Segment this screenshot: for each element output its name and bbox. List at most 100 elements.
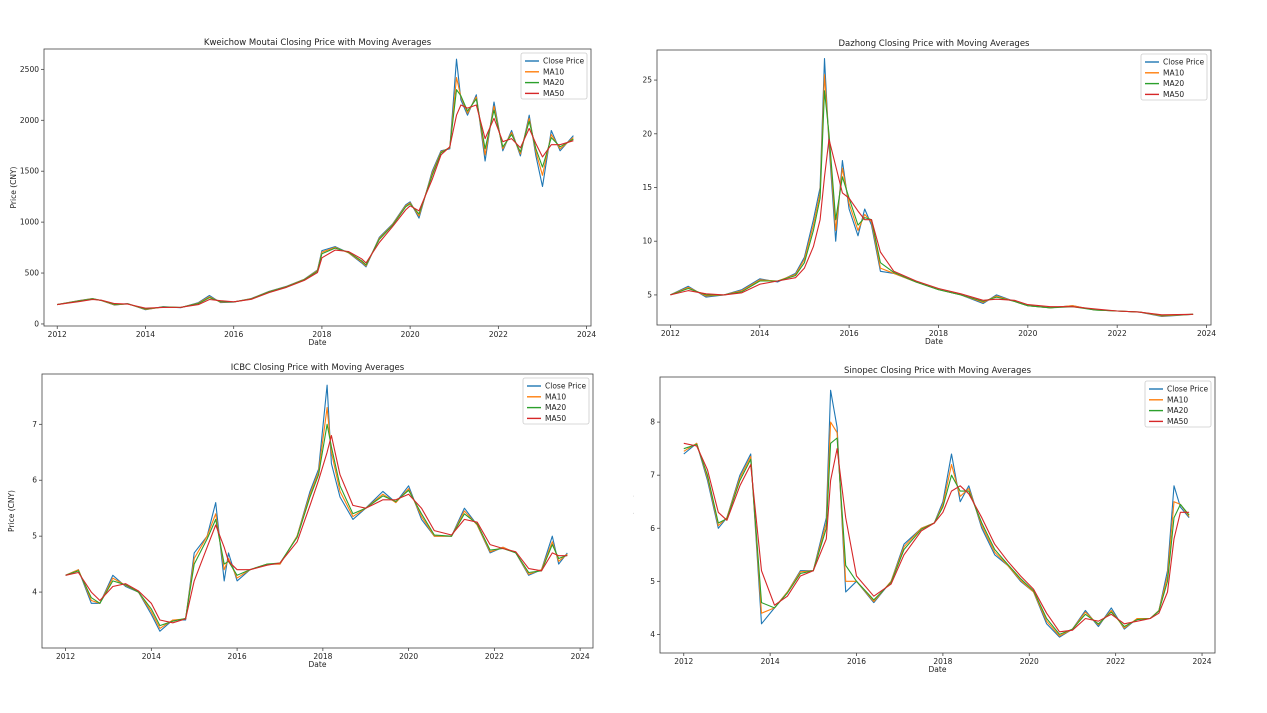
dazhong-x-tick-label: 2018 <box>929 329 948 338</box>
sinopec-series-close-price-line <box>683 389 1190 638</box>
sinopec-chart: Sinopec Closing Price with Moving Averag… <box>633 366 1216 674</box>
icbc-x-tick-label: 2016 <box>228 652 247 661</box>
dazhong-x-tick-label: 2024 <box>1197 329 1216 338</box>
sinopec-legend-label: MA10 <box>1167 395 1188 404</box>
dazhong-chart: Dazhong Closing Price with Moving Averag… <box>642 39 1216 346</box>
sinopec-series-ma50-line <box>683 442 1190 633</box>
dazhong-legend-label: MA50 <box>1163 90 1184 99</box>
icbc-series-ma10-line <box>65 407 568 629</box>
icbc-y-axis-label: Price (CNY) <box>7 490 16 532</box>
dazhong-y-tick-label: 5 <box>647 290 652 299</box>
sinopec-y-tick-label: 8 <box>650 418 655 427</box>
sinopec-legend-label: MA20 <box>1167 406 1188 415</box>
dazhong-series-close-price-line <box>670 58 1194 317</box>
sinopec-legend-label: MA50 <box>1167 417 1188 426</box>
sinopec-x-tick-label: 2020 <box>1020 657 1039 666</box>
moutai-x-axis-label: Date <box>309 338 327 347</box>
moutai-y-tick-label: 1000 <box>20 218 39 227</box>
moutai-y-axis-label: Price (CNY) <box>9 166 18 208</box>
icbc-x-tick-label: 2014 <box>142 652 161 661</box>
icbc-x-tick-label: 2024 <box>571 652 590 661</box>
moutai-y-tick-label: 2000 <box>20 116 39 125</box>
icbc-legend-label: MA50 <box>545 414 566 423</box>
dazhong-x-tick-label: 2022 <box>1108 329 1127 338</box>
moutai-x-tick-label: 2018 <box>312 330 331 339</box>
dazhong-legend-box <box>1140 53 1208 101</box>
dazhong-x-tick-label: 2020 <box>1018 329 1037 338</box>
icbc-x-tick-label: 2020 <box>399 652 418 661</box>
sinopec-x-tick-label: 2014 <box>761 657 780 666</box>
sinopec-x-tick-label: 2018 <box>933 657 952 666</box>
icbc-series-ma20-line <box>65 423 568 627</box>
icbc-series-ma50-line <box>65 434 568 624</box>
dazhong-y-tick-label: 20 <box>642 129 652 138</box>
icbc-legend-label: MA20 <box>545 403 566 412</box>
icbc-x-tick-label: 2022 <box>485 652 504 661</box>
icbc-y-tick-label: 5 <box>32 532 37 541</box>
moutai-legend-label: MA50 <box>543 89 564 98</box>
dazhong-x-tick-label: 2012 <box>661 329 680 338</box>
sinopec-y-tick-label: 7 <box>650 471 655 480</box>
dazhong-y-tick-label: 10 <box>642 237 652 246</box>
moutai-x-tick-label: 2020 <box>401 330 420 339</box>
moutai-y-tick-label: 500 <box>25 269 40 278</box>
icbc-x-tick-label: 2018 <box>313 652 332 661</box>
moutai-y-tick-label: 2500 <box>20 65 39 74</box>
sinopec-series-ma10-line <box>683 421 1190 637</box>
icbc-y-tick-label: 6 <box>32 476 37 485</box>
dazhong-legend-label: MA10 <box>1163 68 1184 77</box>
dazhong-series-ma20-line <box>670 90 1194 316</box>
dazhong-y-tick-label: 25 <box>642 76 652 85</box>
moutai-legend-label: MA10 <box>543 67 564 76</box>
dazhong-x-tick-label: 2014 <box>750 329 769 338</box>
dazhong-chart-title: Dazhong Closing Price with Moving Averag… <box>839 39 1031 49</box>
icbc-legend-label: MA10 <box>545 392 566 401</box>
dazhong-series-ma10-line <box>670 74 1194 317</box>
moutai-x-tick-label: 2022 <box>489 330 508 339</box>
sinopec-x-tick-label: 2016 <box>847 657 866 666</box>
sinopec-legend-box <box>1144 380 1212 428</box>
moutai-y-tick-label: 0 <box>34 319 39 328</box>
moutai-x-tick-label: 2016 <box>224 330 243 339</box>
dazhong-legend-label: Close Price <box>1163 58 1204 67</box>
sinopec-x-tick-label: 2024 <box>1192 657 1211 666</box>
sinopec-legend-label: Close Price <box>1167 385 1208 394</box>
sinopec-x-tick-label: 2012 <box>674 657 693 666</box>
dazhong-legend-label: MA20 <box>1163 79 1184 88</box>
dazhong-plot-frame <box>656 49 1212 326</box>
dazhong-series-ma50-line <box>670 138 1194 316</box>
moutai-x-tick-label: 2014 <box>136 330 155 339</box>
icbc-legend-label: Close Price <box>545 382 586 391</box>
moutai-legend-label: Close Price <box>543 57 584 66</box>
sinopec-x-tick-label: 2022 <box>1106 657 1125 666</box>
moutai-x-tick-label: 2012 <box>48 330 67 339</box>
sinopec-plot-frame <box>659 376 1216 654</box>
dazhong-x-tick-label: 2016 <box>840 329 859 338</box>
sinopec-y-tick-label: 5 <box>650 577 655 586</box>
icbc-chart-title: ICBC Closing Price with Moving Averages <box>231 363 405 373</box>
dazhong-y-tick-label: 15 <box>642 183 652 192</box>
sinopec-y-tick-label: 4 <box>650 630 655 639</box>
moutai-chart: Kweichow Moutai Closing Price with Movin… <box>9 38 596 347</box>
icbc-y-tick-label: 4 <box>32 588 37 597</box>
icbc-plot-frame <box>41 373 594 649</box>
moutai-series-ma50-line <box>57 104 574 309</box>
sinopec-chart-title: Sinopec Closing Price with Moving Averag… <box>844 366 1032 376</box>
moutai-legend-box <box>520 52 588 100</box>
sinopec-y-tick-label: 6 <box>650 524 655 533</box>
sinopec-y-axis-label: Price (CNY) <box>633 494 634 536</box>
icbc-chart: ICBC Closing Price with Moving Averages D… <box>7 363 594 669</box>
icbc-y-tick-label: 7 <box>32 420 37 429</box>
moutai-chart-title: Kweichow Moutai Closing Price with Movin… <box>204 38 432 48</box>
icbc-legend-box <box>522 377 590 425</box>
dazhong-x-axis-label: Date <box>925 337 943 346</box>
moutai-x-tick-label: 2024 <box>577 330 596 339</box>
moutai-y-tick-label: 1500 <box>20 167 39 176</box>
moutai-plot-frame <box>43 48 592 327</box>
sinopec-x-axis-label: Date <box>929 665 947 674</box>
icbc-x-axis-label: Date <box>309 660 327 669</box>
sinopec-series-ma20-line <box>683 437 1190 635</box>
